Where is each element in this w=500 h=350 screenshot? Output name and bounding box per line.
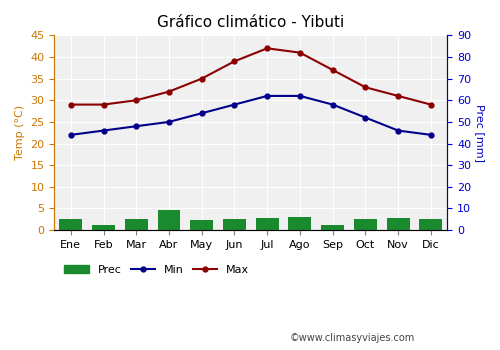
- Bar: [321, 225, 344, 230]
- Y-axis label: Prec [mm]: Prec [mm]: [475, 104, 485, 162]
- Y-axis label: Temp (°C): Temp (°C): [15, 105, 25, 160]
- Bar: [420, 219, 442, 230]
- Legend: Prec, Min, Max: Prec, Min, Max: [60, 260, 254, 279]
- Bar: [288, 217, 312, 230]
- Bar: [386, 218, 409, 230]
- Bar: [158, 210, 180, 230]
- Bar: [256, 218, 278, 230]
- Bar: [92, 225, 115, 230]
- Bar: [190, 220, 213, 230]
- Bar: [354, 219, 377, 230]
- Bar: [125, 219, 148, 230]
- Title: Gráfico climático - Yibuti: Gráfico climático - Yibuti: [157, 15, 344, 30]
- Bar: [223, 219, 246, 230]
- Text: ©www.climasyviajes.com: ©www.climasyviajes.com: [290, 333, 415, 343]
- Bar: [60, 219, 82, 230]
